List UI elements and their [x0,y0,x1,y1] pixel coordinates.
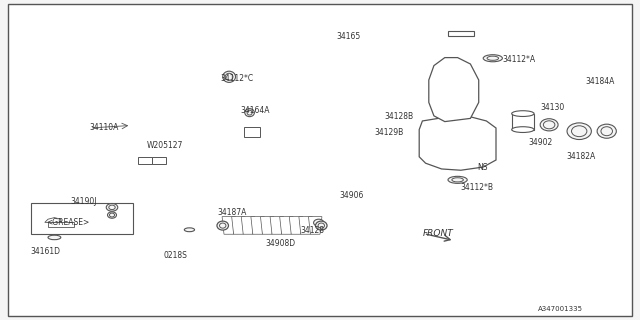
Text: 34184A: 34184A [586,77,615,86]
Text: 34902: 34902 [528,138,552,147]
Ellipse shape [48,235,61,240]
Ellipse shape [512,111,534,116]
Text: 34129B: 34129B [374,128,404,137]
Ellipse shape [314,219,324,226]
Polygon shape [260,217,274,234]
Ellipse shape [540,119,558,131]
Polygon shape [280,217,293,234]
Text: 34187A: 34187A [218,208,247,217]
Polygon shape [419,117,496,170]
Text: 34908D: 34908D [266,239,296,248]
Ellipse shape [109,205,115,210]
Polygon shape [241,217,255,234]
Ellipse shape [220,223,226,228]
Text: 0218S: 0218S [163,252,187,260]
Text: 34906: 34906 [339,191,364,200]
Ellipse shape [601,127,612,136]
Polygon shape [222,217,236,234]
Text: 34112*A: 34112*A [502,55,536,64]
Polygon shape [429,58,479,122]
Text: 34161D: 34161D [31,247,61,256]
Text: 34190J: 34190J [70,197,97,206]
Bar [244,127,260,137]
Ellipse shape [543,121,555,129]
Ellipse shape [184,228,195,232]
Ellipse shape [316,221,327,230]
Ellipse shape [318,223,324,228]
Ellipse shape [452,178,463,182]
Ellipse shape [567,123,591,140]
Ellipse shape [572,126,587,137]
Ellipse shape [483,55,502,62]
Text: 34130: 34130 [541,103,565,112]
Bar [448,31,474,36]
Text: 34112*C: 34112*C [221,74,254,83]
Text: A347001335: A347001335 [538,306,582,312]
Bar [138,157,152,164]
Ellipse shape [217,221,228,230]
Ellipse shape [247,110,252,115]
Text: 34128B: 34128B [384,112,413,121]
Ellipse shape [225,73,233,80]
Polygon shape [299,217,312,234]
Polygon shape [251,217,264,234]
Bar [152,157,166,164]
Text: 34182A: 34182A [566,152,596,161]
Text: 34165: 34165 [336,32,360,41]
Ellipse shape [512,127,534,132]
Bar [512,114,534,130]
Ellipse shape [109,213,115,217]
Text: 34110A: 34110A [90,124,119,132]
Polygon shape [232,217,245,234]
Ellipse shape [106,204,118,211]
Text: FRONT: FRONT [422,229,453,238]
Polygon shape [289,217,303,234]
Ellipse shape [597,124,616,138]
Ellipse shape [448,176,467,183]
Text: 34164A: 34164A [240,106,269,115]
Ellipse shape [244,108,255,116]
Text: 34128: 34128 [301,226,324,235]
Text: 34112*B: 34112*B [461,183,494,192]
Ellipse shape [108,212,116,218]
Polygon shape [45,218,61,222]
Polygon shape [308,217,322,234]
Text: NS: NS [477,164,487,172]
Bar [31,203,133,234]
Ellipse shape [487,56,499,60]
Ellipse shape [223,71,236,82]
Text: <GREASE>: <GREASE> [46,218,90,227]
Bar [48,222,74,227]
Text: W205127: W205127 [147,141,184,150]
Polygon shape [270,217,284,234]
